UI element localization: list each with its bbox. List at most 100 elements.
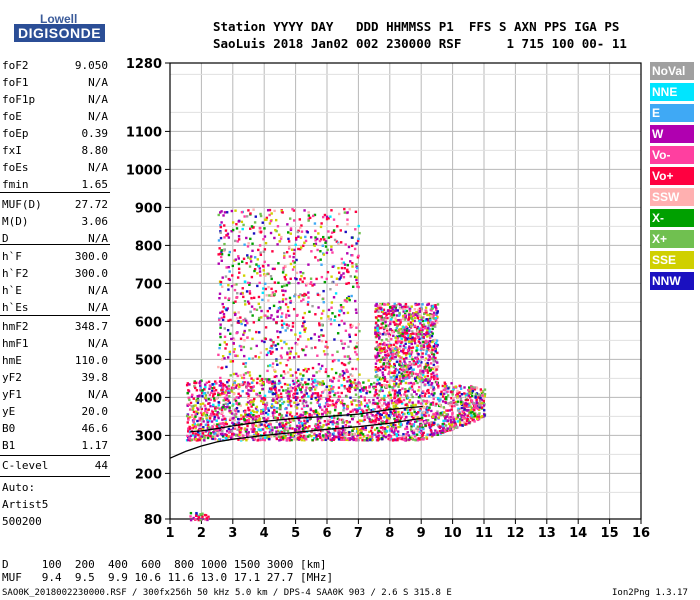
echo-point [410,346,413,350]
echo-point [396,329,399,333]
echo-point [413,324,417,328]
echo-point [399,394,403,397]
echo-point [366,404,369,407]
echo-point [378,377,382,381]
echo-point [403,328,406,332]
echo-point [240,220,244,224]
echo-point [210,391,213,394]
echo-point [350,437,353,441]
echo-point [244,430,248,433]
echo-point [341,369,345,373]
echo-point [393,400,397,404]
echo-point [213,382,216,386]
echo-point [220,221,223,224]
echo-point [277,306,281,310]
echo-point [348,431,351,434]
echo-point [217,262,220,265]
echo-point [322,289,325,293]
echo-point [417,353,420,356]
footer-file-info: SAO0K_2018002230000.RSF / 300fx256h 50 k… [2,588,452,598]
param-value: N/A [88,301,108,314]
echo-point [243,339,246,342]
echo-point [355,265,358,268]
echo-point [403,364,406,367]
echo-point [395,323,398,326]
echo-point [246,381,250,384]
echo-point [330,368,334,371]
echo-point [383,368,387,371]
echo-point [405,408,408,411]
echo-point [466,405,470,408]
echo-point [283,341,286,344]
echo-point [270,314,273,317]
echo-point [483,409,486,412]
echo-point [434,304,437,307]
echo-point [338,395,342,399]
echo-point [384,353,387,357]
echo-point [341,419,345,422]
echo-point [325,423,328,426]
echo-point [355,383,358,387]
echo-point [195,412,199,416]
echo-point [272,386,276,390]
echo-point [466,417,469,421]
echo-point [403,335,406,339]
echo-point [413,339,416,343]
echo-point [313,412,316,415]
echo-point [207,408,210,411]
echo-point [389,423,393,426]
echo-point [255,308,259,312]
echo-point [416,303,419,306]
echo-point [227,384,231,388]
echo-point [325,217,329,221]
echo-point [321,215,325,219]
echo-point [351,433,354,436]
echo-point [275,321,278,324]
echo-point [399,334,403,338]
echo-point [299,226,302,229]
echo-point [337,271,341,274]
echo-point [273,409,276,412]
echo-point [379,430,382,434]
echo-point [383,394,386,398]
echo-point [424,306,428,309]
echo-point [195,410,198,413]
echo-point [233,427,237,430]
echo-point [384,316,388,319]
echo-point [240,211,244,214]
echo-point [235,331,238,335]
echo-point [247,389,250,392]
echo-point [257,318,261,321]
echo-point [333,408,337,412]
echo-point [265,353,269,357]
echo-point [236,428,239,431]
echo-point [429,403,432,406]
echo-point [441,422,444,426]
echo-point [304,435,307,439]
echo-point [294,387,297,391]
echo-point [405,371,409,374]
echo-point [316,438,319,441]
echo-point [395,346,398,349]
echo-point [411,330,414,333]
echo-point [275,437,279,441]
echo-point [332,416,336,420]
echo-point [269,275,273,278]
echo-point [337,438,341,441]
echo-point [475,406,478,409]
echo-point [390,316,394,319]
echo-point [294,398,298,402]
echo-point [287,240,291,243]
echo-point [413,410,416,414]
echo-point [310,394,314,397]
echo-point [346,263,349,267]
echo-point [450,390,453,394]
echo-point [444,417,447,420]
echo-point [317,399,320,402]
echo-point [292,265,296,269]
echo-point [290,346,294,350]
echo-point [374,322,378,326]
echo-point [313,213,317,217]
echo-point [280,416,283,420]
echo-point [379,307,383,311]
